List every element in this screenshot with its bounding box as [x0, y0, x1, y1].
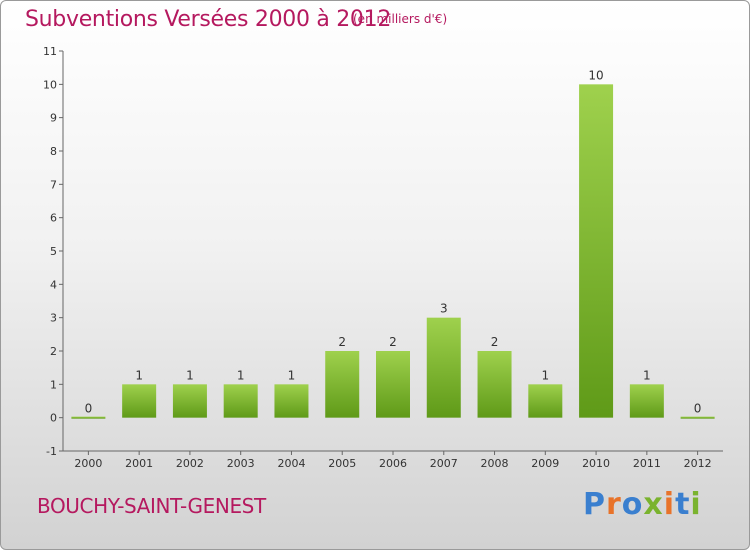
x-tick-label: 2010	[582, 457, 610, 470]
data-label: 1	[237, 368, 245, 382]
x-tick-label: 2001	[125, 457, 153, 470]
data-label: 0	[694, 402, 702, 416]
y-tick-label: 6	[50, 212, 57, 225]
x-tick-label: 2009	[531, 457, 559, 470]
data-label: 1	[186, 368, 194, 382]
data-label: 1	[541, 368, 549, 382]
logo-letter: P	[583, 487, 606, 522]
y-tick-label: 9	[50, 112, 57, 125]
y-tick-label: 1	[50, 378, 57, 391]
x-tick-label: 2005	[328, 457, 356, 470]
y-tick-label: 0	[50, 412, 57, 425]
logo-letter: t	[675, 487, 691, 522]
x-tick-label: 2008	[481, 457, 509, 470]
bar	[122, 384, 157, 418]
chart-subtitle: (en milliers d'€)	[353, 12, 448, 26]
x-tick-label: 2011	[633, 457, 661, 470]
x-tick-label: 2006	[379, 457, 407, 470]
y-tick-label: 4	[50, 278, 57, 291]
bar	[223, 384, 258, 418]
bar	[274, 384, 309, 418]
y-tick-label: 7	[50, 178, 57, 191]
x-tick-label: 2002	[176, 457, 204, 470]
y-tick-label: 11	[43, 45, 57, 58]
data-label: 1	[643, 368, 651, 382]
logo-letter: x	[643, 487, 664, 522]
bar	[579, 84, 614, 418]
bar	[477, 351, 512, 418]
y-tick-label: 10	[43, 78, 57, 91]
chart-title: Subventions Versées 2000 à 2012	[25, 7, 392, 32]
bar	[426, 317, 461, 418]
bar	[71, 416, 106, 419]
bar	[680, 416, 715, 419]
x-tick-label: 2003	[227, 457, 255, 470]
y-tick-label: 8	[50, 145, 57, 158]
data-label: 3	[440, 302, 448, 316]
data-label: 10	[588, 68, 603, 82]
logo-letter: i	[663, 487, 676, 522]
data-label: 1	[135, 368, 143, 382]
logo-letter: i	[690, 487, 702, 522]
y-tick-label: 2	[50, 345, 57, 358]
x-tick-label: 2004	[277, 457, 305, 470]
commune-name: BOUCHY-SAINT-GENEST	[37, 494, 266, 518]
y-tick-label: 3	[50, 312, 57, 325]
y-tick-label: -1	[46, 445, 57, 458]
data-label: 1	[288, 368, 296, 382]
data-label: 2	[338, 335, 346, 349]
x-tick-label: 2000	[74, 457, 102, 470]
bar	[528, 384, 563, 418]
logo-letter: o	[621, 487, 644, 522]
x-tick-label: 2012	[684, 457, 712, 470]
bar	[172, 384, 207, 418]
proxiti-logo[interactable]: Proxiti	[583, 487, 702, 522]
bar	[376, 351, 410, 418]
bar	[629, 384, 664, 418]
x-tick-label: 2007	[430, 457, 458, 470]
data-label: 0	[85, 402, 93, 416]
logo-letter: r	[606, 487, 622, 522]
y-tick-label: 5	[50, 245, 57, 258]
bar	[325, 351, 360, 418]
data-label: 2	[491, 335, 499, 349]
data-label: 2	[389, 335, 397, 349]
